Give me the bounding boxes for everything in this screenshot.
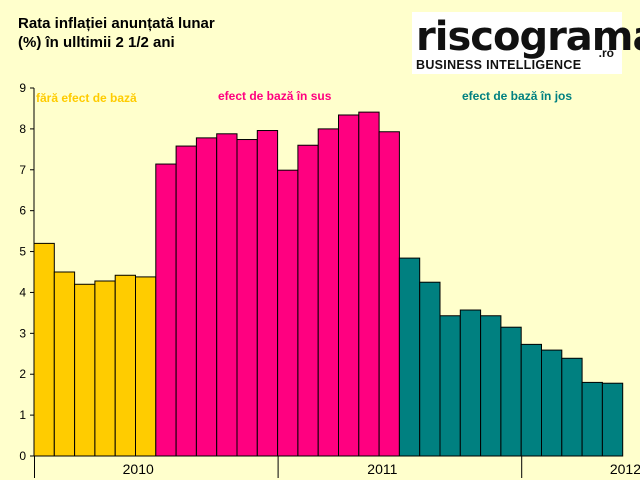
bar-series-1-item-5 xyxy=(114,274,136,457)
logo-tagline: BUSINESS INTELLIGENCE xyxy=(416,58,582,72)
axes-layer xyxy=(30,87,621,478)
y-tick-label-8: 8 xyxy=(19,122,26,136)
x-tick-label-2010: 2010 xyxy=(123,461,154,477)
bar-series-3-item-10 xyxy=(581,381,603,457)
y-tick-label-3: 3 xyxy=(19,326,26,340)
bar-series-3-item-2 xyxy=(419,281,441,457)
labels-layer: 0 1 2 3 4 5 6 7 8 9 2010 2011 2012 fără efect de bază… xyxy=(19,81,640,477)
bar-series-2-item-9 xyxy=(317,128,340,457)
bar-series-3-item-8 xyxy=(541,349,563,457)
bar-series-1-item-6 xyxy=(135,276,157,457)
y-tick-label-5: 5 xyxy=(19,245,26,259)
bar-series-2-item-8 xyxy=(297,144,319,457)
y-tick-label-4: 4 xyxy=(19,285,26,299)
logo-tld: .ro xyxy=(598,46,614,60)
bar-series-2-item-11 xyxy=(358,111,380,457)
bar-series-2-item-4 xyxy=(216,133,238,457)
annotation-1: fără efect de bază xyxy=(36,91,137,105)
bar-series-3-item-6 xyxy=(500,326,522,457)
chart-title-line-2: (%) în ulltimii 2 1/2 ani xyxy=(18,34,175,51)
bar-series-2-item-6 xyxy=(256,130,279,457)
y-tick-label-0: 0 xyxy=(19,449,26,463)
bar-series-3-item-3 xyxy=(439,315,461,457)
bar-series-2-item-7 xyxy=(277,169,299,457)
bar-series-1-item-3 xyxy=(74,283,96,457)
bar-series-3-item-5 xyxy=(480,315,502,457)
y-tick-label-9: 9 xyxy=(19,81,26,95)
y-tick-label-1: 1 xyxy=(19,408,26,422)
bar-series-3-item-1 xyxy=(398,257,421,457)
bar-series-2-item-1 xyxy=(155,163,177,457)
bar-series-2-item-2 xyxy=(175,145,197,457)
bar-series-2-item-5 xyxy=(236,139,258,457)
annotation-2: efect de bază în sus xyxy=(218,89,332,103)
x-tick-label-2011: 2011 xyxy=(367,461,397,477)
bar-series-3-item-7 xyxy=(520,343,543,457)
bar-series-1-item-4 xyxy=(94,280,116,457)
riscograma-logo: riscograma .ro BUSINESS INTELLIGENCE xyxy=(412,12,640,74)
bar-series-2-item-3 xyxy=(195,137,218,457)
bar-series-3-item-4 xyxy=(459,309,482,457)
chart-title: Rata inflației anunțată lunar (%) în ull… xyxy=(18,14,215,52)
bar-series-2-item-10 xyxy=(338,114,360,457)
y-tick-label-6: 6 xyxy=(19,204,26,218)
annotation-3: efect de bază în jos xyxy=(462,89,572,103)
bar-series-2-item-12 xyxy=(378,131,400,457)
y-tick-label-7: 7 xyxy=(19,163,26,177)
chart-title-line-1: Rata inflației anunțată lunar xyxy=(18,15,215,32)
logo-wordmark: riscograma xyxy=(416,14,640,60)
bar-series-3-item-11 xyxy=(601,382,624,457)
x-tick-label-2012: 2012 xyxy=(610,461,640,477)
bar-series-3-item-9 xyxy=(561,357,583,457)
y-tick-label-2: 2 xyxy=(19,367,26,381)
bar-series-1-item-2 xyxy=(53,271,76,457)
bars-layer xyxy=(33,111,624,457)
bar-series-1-item-1 xyxy=(33,242,55,457)
